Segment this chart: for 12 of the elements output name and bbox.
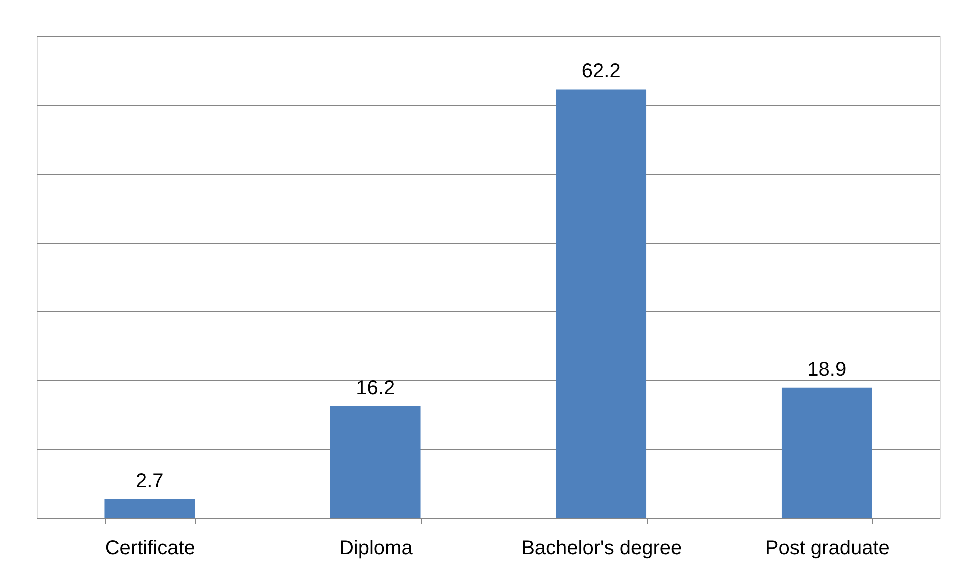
bar	[330, 406, 421, 518]
data-label: 2.7	[136, 470, 164, 492]
x-tick-label: Post graduate	[765, 538, 890, 560]
data-label: 18.9	[808, 358, 847, 381]
x-tick-label: Bachelor's degree	[522, 538, 682, 560]
x-tick-label: Certificate	[105, 538, 196, 560]
bar	[782, 388, 872, 518]
data-label: 16.2	[356, 377, 396, 400]
bar	[556, 90, 647, 518]
x-tick-label: Diploma	[339, 538, 414, 560]
data-label: 62.2	[582, 60, 621, 83]
bar	[104, 499, 196, 518]
